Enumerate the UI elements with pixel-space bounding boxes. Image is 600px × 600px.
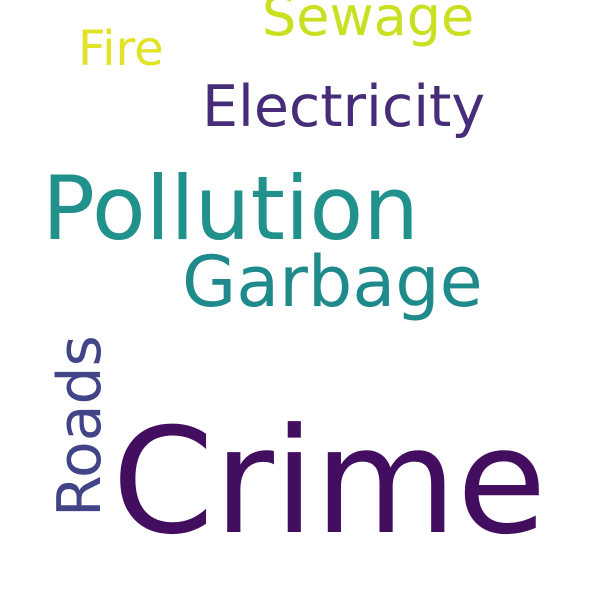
- word-roads: Roads: [45, 335, 115, 517]
- word-crime: Crime: [112, 397, 547, 567]
- word-sewage: Sewage: [262, 0, 475, 48]
- word-electricity: Electricity: [202, 74, 486, 140]
- word-garbage: Garbage: [182, 241, 483, 323]
- word-pollution: Pollution: [42, 157, 420, 260]
- word-fire: Fire: [78, 21, 164, 77]
